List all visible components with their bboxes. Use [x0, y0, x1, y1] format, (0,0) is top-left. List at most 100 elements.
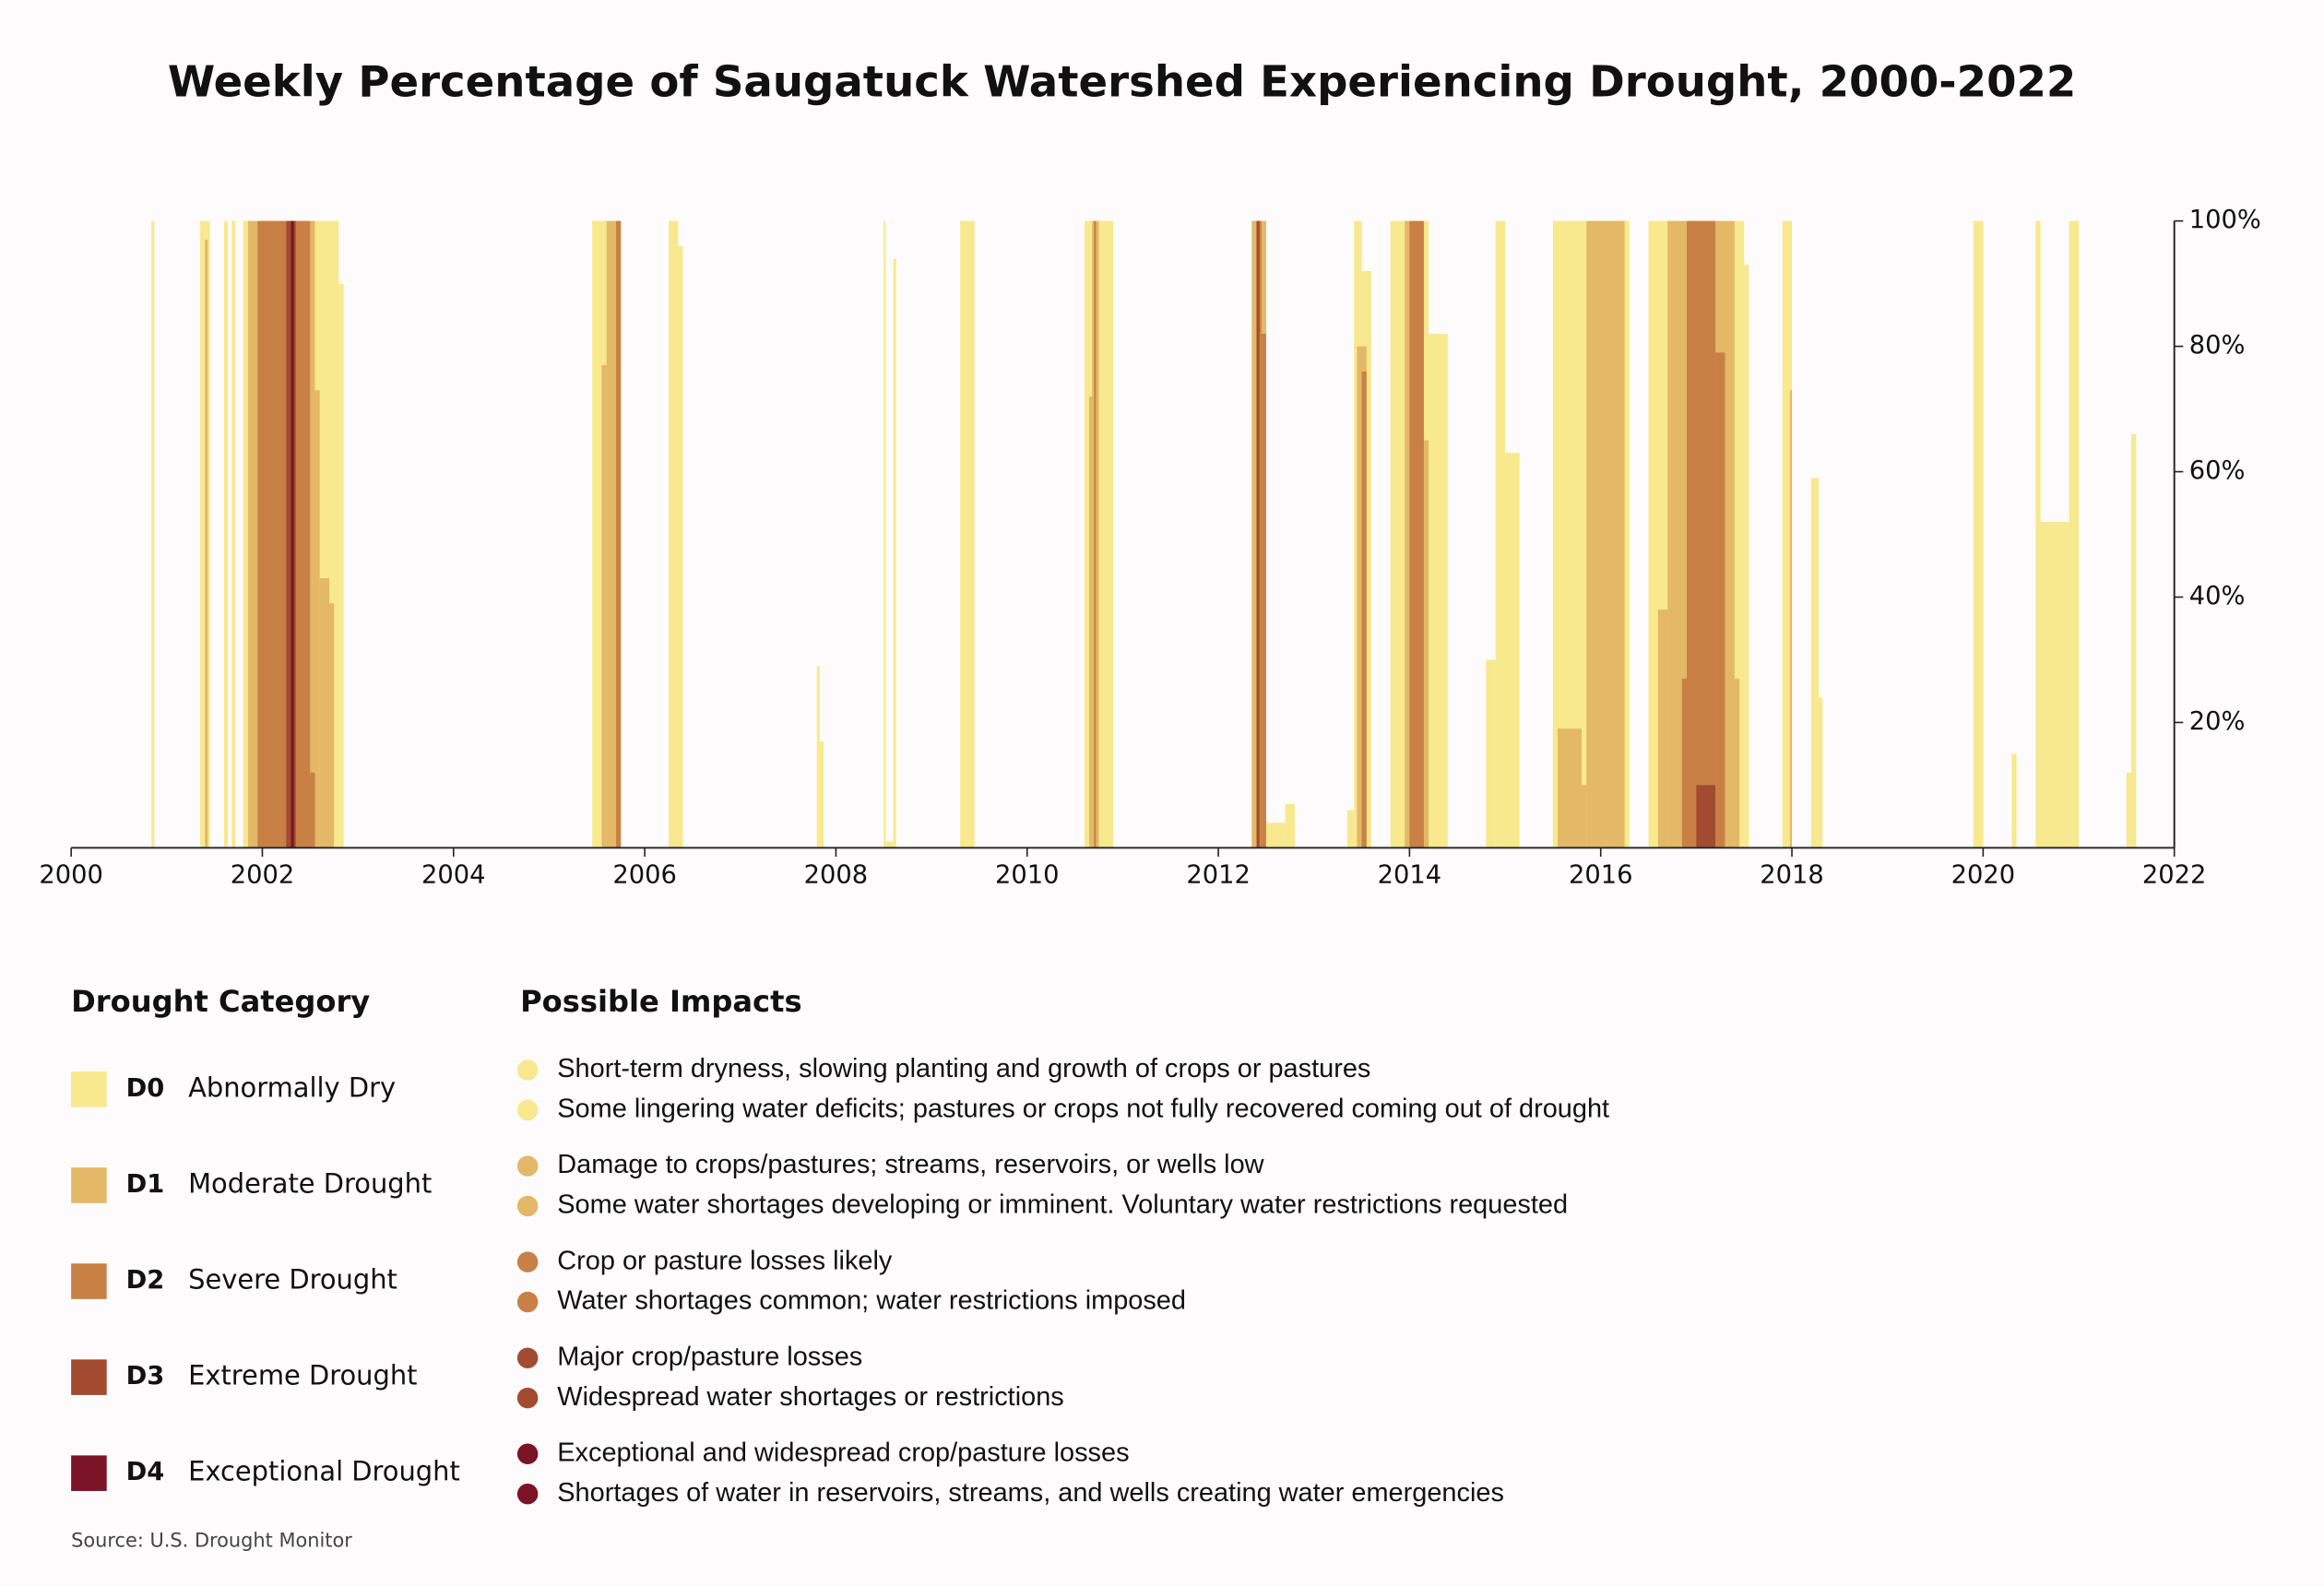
- impact-text: Crop or pasture losses likely: [557, 1246, 893, 1275]
- impact-bullet: [516, 1387, 539, 1409]
- drought-bar: [1696, 785, 1716, 848]
- impact-text: Some lingering water deficits; pastures …: [557, 1095, 1609, 1124]
- drought-bar: [2069, 220, 2080, 848]
- y-tick-label: 20%: [2189, 707, 2246, 736]
- drought-bar: [310, 772, 315, 848]
- x-tick-label: 2020: [1951, 861, 2016, 890]
- drought-bar: [1819, 697, 1823, 848]
- source: Source: U.S. Drought Monitor: [71, 1530, 352, 1552]
- drought-bar: [885, 841, 894, 848]
- drought-bar: [319, 578, 330, 848]
- drought-bar: [329, 603, 335, 848]
- impact-text: Exceptional and widespread crop/pasture …: [557, 1438, 1129, 1467]
- drought-bar: [1586, 220, 1625, 848]
- x-tick-label: 2012: [1186, 861, 1251, 890]
- impact-bullet: [516, 1251, 539, 1272]
- x-tick-label: 2002: [231, 861, 295, 890]
- legend-code: D3: [126, 1362, 165, 1391]
- impact-text: Major crop/pasture losses: [557, 1342, 862, 1371]
- drought-bar: [669, 220, 679, 848]
- drought-bar: [1687, 220, 1716, 848]
- legend-swatch: [71, 1359, 107, 1395]
- legend-label: Extreme Drought: [188, 1360, 417, 1391]
- legend-code: D4: [126, 1458, 165, 1486]
- x-tick-label: 2010: [995, 861, 1060, 890]
- impact-text: Widespread water shortages or restrictio…: [557, 1382, 1063, 1412]
- x-tick-label: 2016: [1569, 861, 1633, 890]
- impact-bullet: [516, 1347, 539, 1368]
- drought-bar: [338, 283, 344, 848]
- impact-bullet: [516, 1443, 539, 1465]
- impact-text: Damage to crops/pastures; streams, reser…: [557, 1150, 1263, 1179]
- x-tick-label: 2014: [1378, 861, 1442, 890]
- drought-bar: [1744, 265, 1749, 848]
- legend-code: D2: [126, 1266, 165, 1295]
- drought-bar: [1973, 220, 1984, 848]
- drought-bar: [1256, 220, 1260, 848]
- y-tick-label: 60%: [2189, 456, 2246, 485]
- drought-bar: [1558, 728, 1582, 848]
- x-tick-label: 2018: [1760, 861, 1824, 890]
- drought-bar: [2131, 433, 2137, 848]
- drought-bar: [1505, 453, 1520, 848]
- drought-bar: [1657, 610, 1668, 848]
- drought-bar: [893, 258, 896, 848]
- legend-label: Abnormally Dry: [188, 1071, 396, 1103]
- legend-title: Drought Category: [71, 984, 370, 1019]
- drought-bar: [1789, 390, 1793, 848]
- drought-bar: [1810, 478, 1820, 848]
- drought-bar: [151, 220, 155, 848]
- drought-bar: [960, 220, 975, 848]
- drought-bar: [2126, 772, 2132, 848]
- drought-bar: [1347, 810, 1355, 848]
- legend-label: Exceptional Drought: [188, 1456, 460, 1487]
- x-tick-label: 2008: [804, 861, 869, 890]
- drought-bar: [678, 245, 683, 848]
- drought-bar: [819, 740, 824, 848]
- impact-bullet: [516, 1059, 539, 1081]
- impact-text: Water shortages common; water restrictio…: [557, 1286, 1186, 1316]
- drought-bar: [224, 220, 229, 848]
- drought-bar: [1261, 334, 1266, 848]
- drought-bar: [601, 365, 607, 848]
- legend-swatch: [71, 1263, 107, 1299]
- drought-bar: [2040, 521, 2069, 848]
- impact-bullet: [516, 1155, 539, 1177]
- legend-swatch: [71, 1455, 107, 1491]
- drought-bar: [1681, 678, 1688, 848]
- legend-label: Moderate Drought: [188, 1167, 432, 1199]
- legend-code: D0: [126, 1074, 165, 1103]
- impacts-title: Possible Impacts: [520, 984, 801, 1019]
- x-tick-label: 2006: [612, 861, 677, 890]
- y-tick-label: 40%: [2189, 582, 2246, 610]
- impact-bullet: [516, 1195, 539, 1217]
- legend-swatch: [71, 1071, 107, 1107]
- y-tick-label: 100%: [2189, 206, 2261, 234]
- impact-text: Some water shortages developing or immin…: [557, 1190, 1568, 1220]
- impact-text: Short-term dryness, slowing planting and…: [557, 1054, 1370, 1083]
- drought-bar: [205, 240, 208, 848]
- impact-bullet: [516, 1099, 539, 1121]
- drought-bar: [1495, 220, 1506, 848]
- drought-bar: [816, 666, 820, 848]
- drought-bar: [1084, 220, 1114, 848]
- legend-swatch: [71, 1167, 107, 1203]
- drought-bar: [1782, 220, 1793, 848]
- drought-bar: [1409, 220, 1424, 848]
- impact-text: Shortages of water in reservoirs, stream…: [557, 1478, 1504, 1508]
- drought-bar: [1265, 823, 1286, 848]
- drought-bar: [290, 220, 294, 848]
- drought-bar: [1715, 352, 1725, 848]
- chart-title: Weekly Percentage of Saugatuck Watershed…: [168, 56, 2077, 106]
- drought-bar: [1486, 659, 1496, 848]
- x-tick-label: 2004: [421, 861, 486, 890]
- drought-bar: [1094, 220, 1097, 848]
- drought-bar: [231, 220, 236, 848]
- drought-bar: [2011, 753, 2017, 848]
- drought-bar: [616, 220, 622, 848]
- impact-bullet: [516, 1483, 539, 1505]
- drought-bar: [1285, 803, 1295, 848]
- drought-bar: [883, 220, 886, 848]
- drought-bar: [1429, 334, 1448, 848]
